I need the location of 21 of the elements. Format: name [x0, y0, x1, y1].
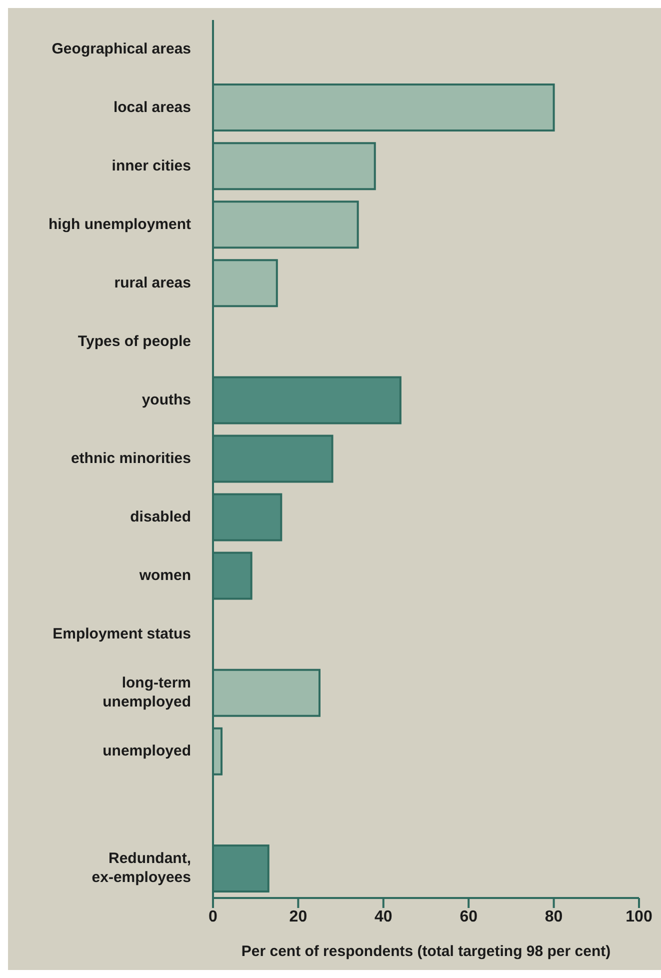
y-tick-label: unemployed — [102, 742, 191, 760]
y-tick-label: Geographical areas — [52, 40, 191, 58]
y-tick-label: women — [138, 567, 191, 584]
y-tick-label: long-term unemployed — [102, 674, 191, 711]
x-tick-label: 60 — [460, 908, 478, 926]
x-tick-label: 100 — [626, 908, 652, 926]
x-tick-label: 0 — [208, 908, 218, 926]
x-tick-label: 80 — [544, 908, 563, 926]
y-tick-label: youths — [142, 391, 191, 408]
y-tick-label: Employment status — [52, 626, 191, 643]
y-tick-label: disabled — [130, 508, 191, 526]
y-tick-label: inner cities — [112, 157, 191, 174]
x-tick-label: 20 — [289, 908, 308, 926]
y-tick-label: rural areas — [114, 274, 191, 292]
x-tick-label: 40 — [374, 908, 392, 926]
y-tick-label: ethnic minorities — [70, 450, 191, 467]
y-tick-label: local areas — [113, 98, 191, 116]
x-axis-title: Per cent of respondents (total targeting 98 per cent) — [241, 943, 611, 960]
y-tick-label: Redundant, ex-employees — [92, 850, 191, 886]
y-tick-label: high unemployment — [48, 216, 192, 233]
y-tick-label: Types of people — [78, 332, 191, 350]
